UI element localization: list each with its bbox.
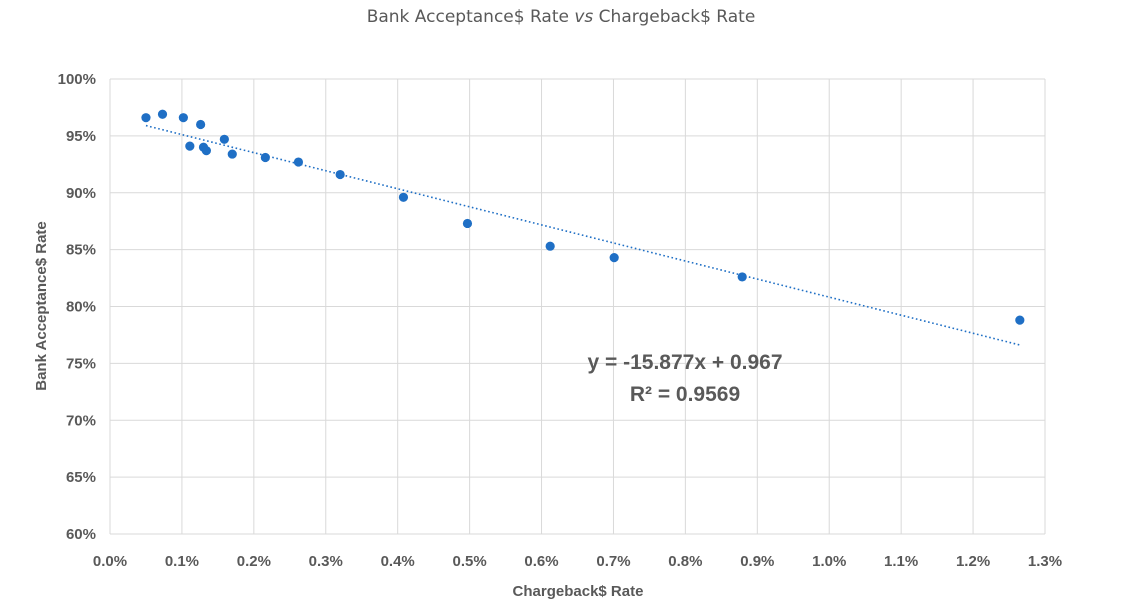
x-tick-label: 1.0% — [812, 553, 846, 570]
y-tick-label: 85% — [66, 242, 96, 259]
x-tick-label: 1.2% — [956, 553, 990, 570]
x-tick-label: 0.8% — [668, 553, 702, 570]
data-point — [196, 119, 206, 130]
data-point — [178, 113, 188, 123]
data-point — [398, 192, 409, 202]
chart-title-part1: Bank Acceptance$ Rate — [367, 7, 575, 27]
y-axis-ticks: 60% 65% 70% 75% 80% 85% 90% 95% 100% — [58, 71, 96, 543]
data-point — [157, 109, 168, 119]
y-tick-label: 60% — [66, 526, 96, 543]
data-point — [737, 272, 747, 282]
data-points — [141, 109, 1025, 325]
data-point — [141, 113, 151, 123]
x-axis-ticks: 0.0% 0.1% 0.2% 0.3% 0.4% 0.5% 0.6% 0.7% 0.8% 0.9%… — [93, 553, 1062, 570]
x-tick-label: 0.0% — [93, 553, 127, 570]
y-tick-label: 70% — [66, 412, 96, 429]
data-point — [609, 252, 619, 263]
x-tick-label: 0.1% — [165, 553, 199, 570]
data-point — [293, 157, 304, 167]
y-axis-label: Bank Acceptance$ Rate — [33, 221, 50, 391]
x-axis-label: Chargeback$ Rate — [513, 583, 644, 600]
data-point — [545, 241, 555, 251]
y-tick-label: 95% — [66, 128, 96, 145]
chart-title-vs: vs — [574, 7, 593, 27]
x-tick-label: 0.9% — [740, 553, 774, 570]
y-tick-label: 90% — [66, 185, 96, 202]
x-tick-label: 0.4% — [381, 553, 415, 570]
data-point — [227, 149, 237, 159]
x-tick-label: 0.7% — [596, 553, 630, 570]
x-tick-label: 0.3% — [309, 553, 343, 570]
trendline-group — [145, 124, 1021, 346]
trendline-r-squared: R² = 0.9569 — [630, 383, 740, 406]
y-tick-label: 100% — [58, 71, 96, 88]
chart-title: Bank Acceptance$ Rate vs Chargeback$ Rat… — [367, 7, 756, 27]
chart-title-part2: Chargeback$ Rate — [593, 7, 755, 27]
y-tick-label: 65% — [66, 469, 96, 486]
data-point — [201, 146, 211, 156]
x-tick-label: 1.1% — [884, 553, 918, 570]
data-point — [260, 152, 270, 163]
x-tick-label: 0.2% — [237, 553, 271, 570]
data-point — [462, 218, 473, 229]
data-point — [185, 141, 195, 151]
trendline — [145, 124, 1021, 346]
data-point — [1015, 315, 1025, 325]
gridlines — [109, 78, 1046, 535]
x-tick-label: 1.3% — [1028, 553, 1062, 570]
y-tick-label: 75% — [66, 355, 96, 372]
x-tick-label: 0.6% — [524, 553, 558, 570]
data-point — [219, 134, 229, 144]
y-tick-label: 80% — [66, 299, 96, 316]
data-point — [335, 169, 345, 180]
x-tick-label: 0.5% — [453, 553, 487, 570]
trendline-equation: y = -15.877x + 0.967 — [588, 351, 783, 374]
